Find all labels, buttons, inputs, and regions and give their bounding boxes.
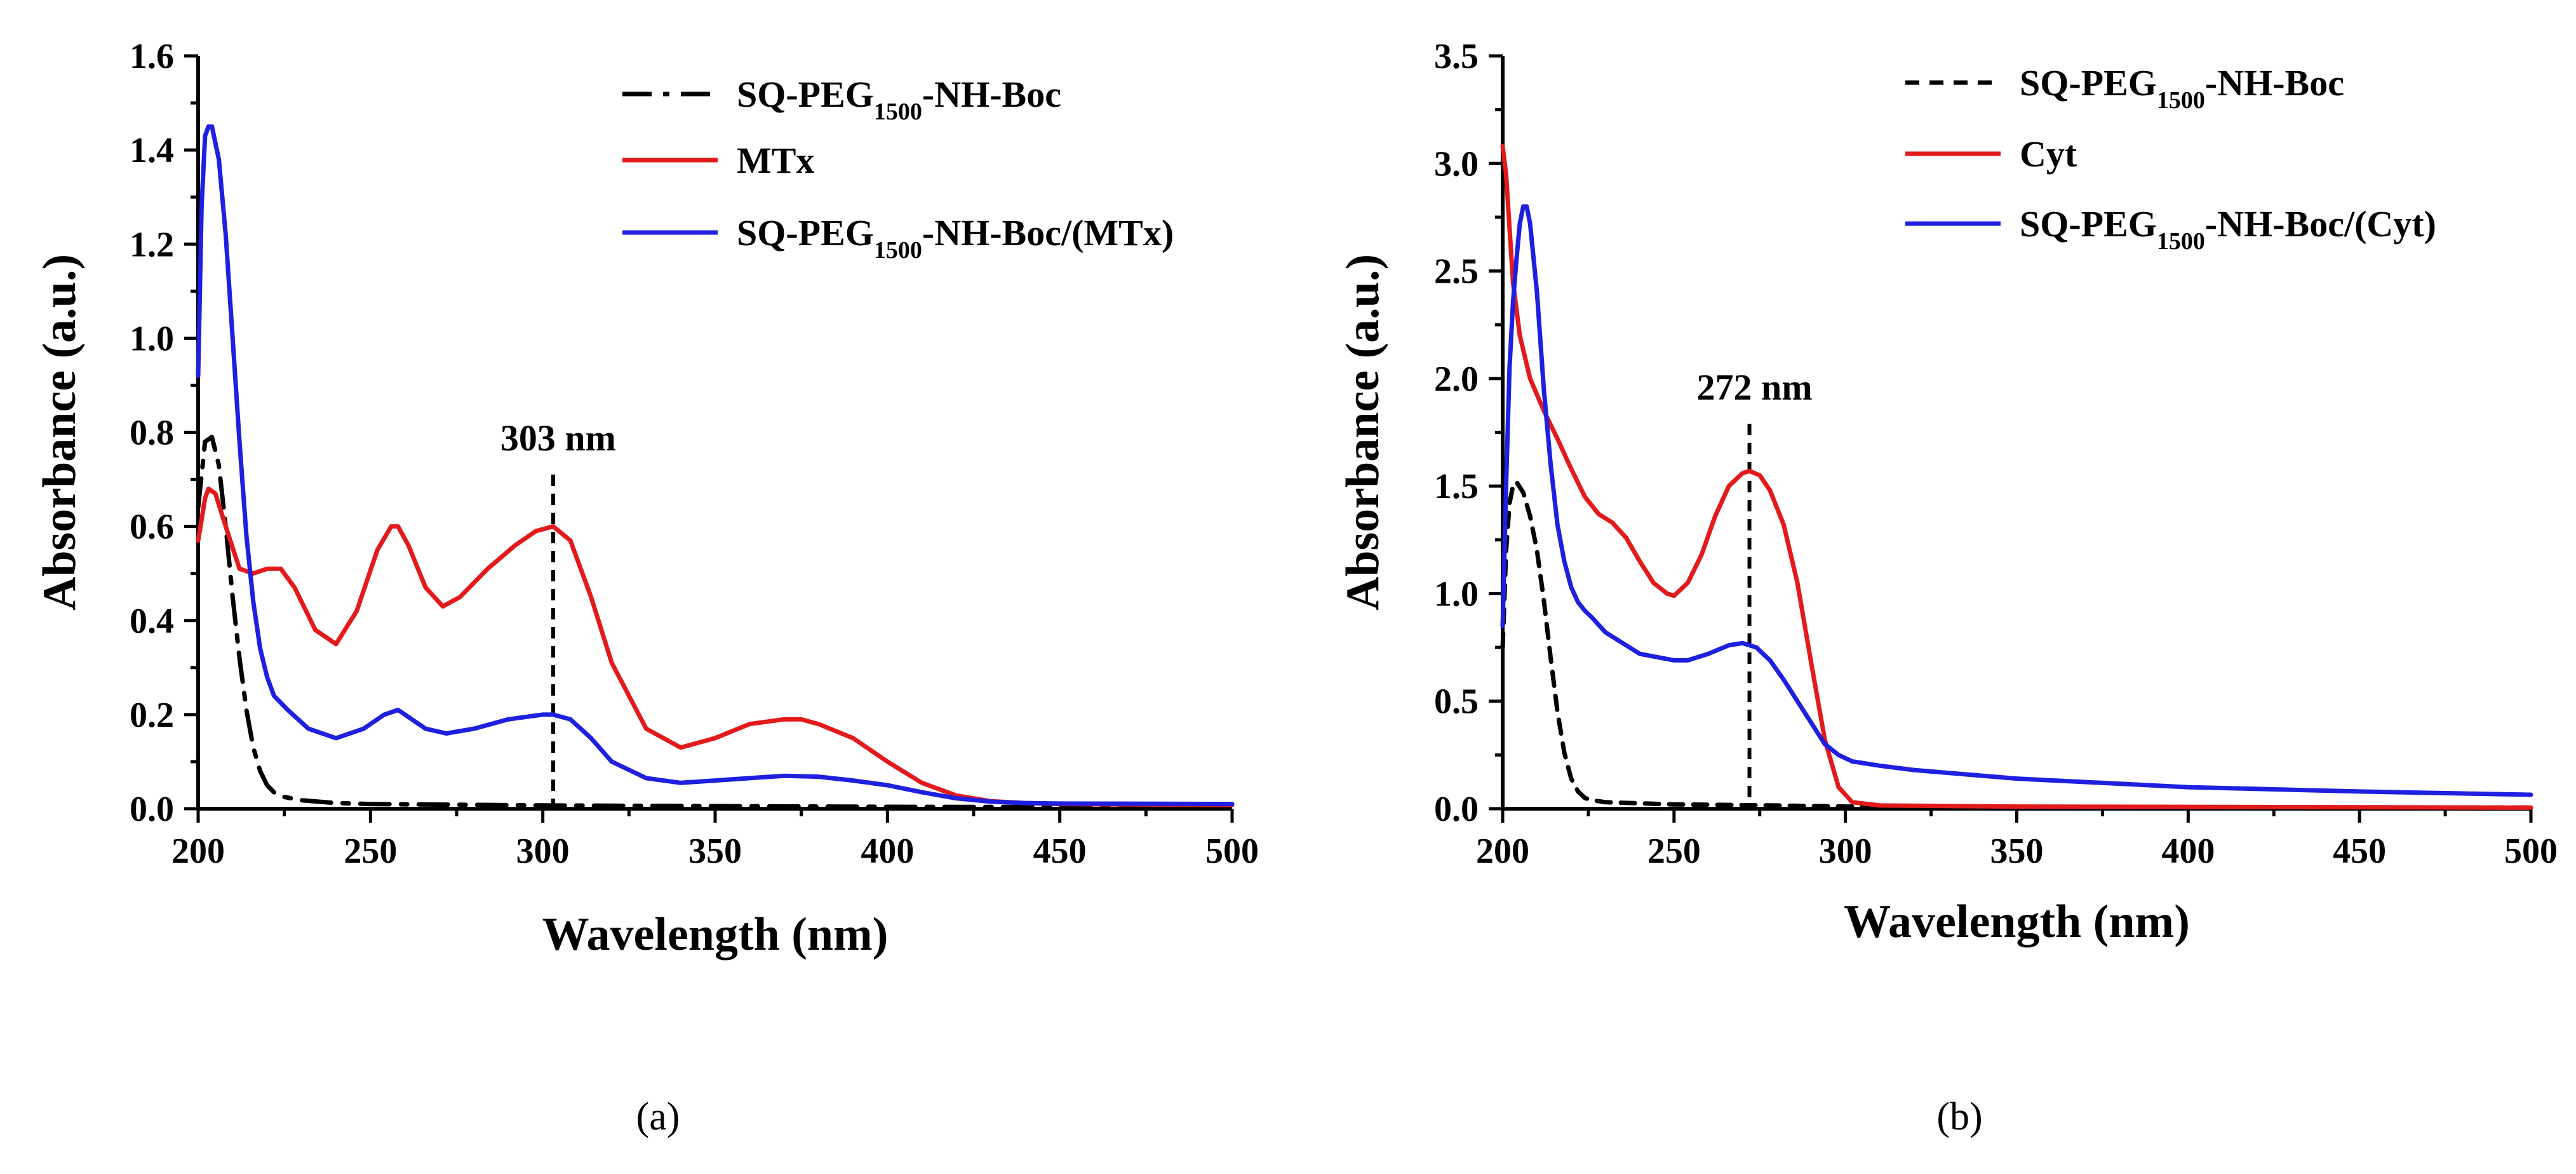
- panel-a-legend-label-0: SQ-PEG1500-NH-Boc: [737, 74, 1061, 125]
- panel-b-axes: 200 250 300 350 400 450 500 0.0 0.5 1.0 1.5 2.0 2.5 3…: [1434, 37, 2558, 871]
- panel-a-x-tick-label: 250: [344, 832, 397, 871]
- panel-b-series-1-line: [1500, 144, 2533, 810]
- panel-b-y-tick-label: 0.0: [1434, 790, 1479, 829]
- panel-a-legend: SQ-PEG1500-NH-BocMTxSQ-PEG1500-NH-Boc/(M…: [622, 74, 1174, 264]
- panel-a-legend-label-2: SQ-PEG1500-NH-Boc/(MTx): [737, 212, 1174, 264]
- panel-b-series-2-line: [1500, 204, 2533, 797]
- panel-b-x-tick-label: 300: [1819, 832, 1872, 871]
- panel-b-legend-label-subscript: 1500: [2157, 87, 2205, 114]
- panel-a-x-tick-label: 350: [688, 832, 742, 871]
- panel-b-y-axis-title: Absorbance (a.u.): [1337, 254, 1389, 611]
- panel-b-annotation-layer: 272 nm: [1697, 367, 1813, 809]
- panel-a-series-0-line: [196, 435, 1235, 810]
- panel-a-y-tick-label: 0.8: [130, 414, 174, 453]
- panel-b-y-tick-label: 3.0: [1434, 144, 1479, 184]
- panel-b-y-tick-label: 2.0: [1434, 360, 1479, 399]
- panel-b-x-tick-label: 250: [1647, 832, 1701, 871]
- panel-a: 200 250 300 350 400 450 500 0.0 0.2 0.4 0.6 0.8 1.0 1…: [34, 37, 1259, 1138]
- panel-b-legend-label-main: SQ-PEG: [2020, 203, 2157, 245]
- panel-a-x-tick-label: 300: [516, 832, 570, 871]
- panel-b-y-tick-label: 3.5: [1434, 37, 1479, 76]
- panel-b-x-tick-label: 500: [2504, 832, 2558, 871]
- panel-b-x-tick-label: 200: [1476, 832, 1529, 871]
- panel-b-legend-label-main: Cyt: [2020, 133, 2077, 175]
- panel-a-series-2-line: [196, 124, 1235, 807]
- panel-b-series-layer: [1500, 144, 2533, 810]
- panel-b-y-tick-label: 0.5: [1434, 682, 1479, 722]
- panel-b-legend: SQ-PEG1500-NH-BocCytSQ-PEG1500-NH-Boc/(C…: [1905, 62, 2436, 255]
- panel-b-legend-label-0: SQ-PEG1500-NH-Boc: [2020, 62, 2344, 114]
- panel-a-x-tick-label: 500: [1205, 832, 1259, 871]
- panel-a-y-tick-label: 1.6: [130, 37, 174, 76]
- panel-a-y-axis-title: Absorbance (a.u.): [34, 254, 86, 611]
- panel-a-series-1-line: [196, 486, 1235, 807]
- panel-a-y-tick-label: 1.4: [130, 131, 174, 170]
- panel-a-y-tick-label: 1.2: [130, 225, 174, 264]
- panel-a-legend-label-main: SQ-PEG: [737, 74, 874, 115]
- panel-a-legend-label-subscript: 1500: [874, 237, 922, 264]
- panel-b-x-axis-title: Wavelength (nm): [1844, 896, 2190, 948]
- panel-a-y-tick-label: 0.6: [130, 508, 174, 547]
- panel-a-legend-label-rest: -NH-Boc/(MTx): [922, 212, 1174, 253]
- panel-b-caption: (b): [1936, 1095, 1982, 1138]
- panel-b-legend-label-rest: -NH-Boc/(Cyt): [2205, 203, 2436, 245]
- panel-a-legend-label-rest: -NH-Boc: [922, 74, 1061, 115]
- panel-a-legend-label-main: MTx: [737, 140, 814, 181]
- panel-a-axes: 200 250 300 350 400 450 500 0.0 0.2 0.4 0.6 0.8 1.0 1…: [130, 37, 1259, 871]
- panel-b-series-0-line: [1500, 479, 2533, 810]
- panel-a-x-tick-label: 450: [1033, 832, 1087, 871]
- panel-a-caption: (a): [636, 1095, 680, 1138]
- panel-b-x-tick-label: 350: [1990, 832, 2044, 871]
- panel-a-peak-label: 303 nm: [500, 417, 616, 459]
- panel-a-annotation-layer: 303 nm: [500, 417, 616, 809]
- panel-a-x-tick-label: 200: [171, 832, 225, 871]
- panel-b-y-tick-label: 1.5: [1434, 467, 1479, 506]
- panel-b-x-tick-label: 450: [2333, 832, 2386, 871]
- panel-b-peak-label: 272 nm: [1697, 367, 1813, 408]
- panel-b-legend-label-main: SQ-PEG: [2020, 62, 2157, 104]
- panel-b-legend-label-1: Cyt: [2020, 133, 2077, 175]
- panel-b: 200 250 300 350 400 450 500 0.0 0.5 1.0 1.5 2.0 2.5 3…: [1337, 37, 2558, 1138]
- panel-a-x-tick-label: 400: [861, 832, 914, 871]
- panel-b-legend-label-rest: -NH-Boc: [2205, 62, 2344, 104]
- panel-a-y-tick-label: 0.0: [130, 790, 174, 829]
- panel-a-y-tick-label: 1.0: [130, 319, 174, 358]
- panel-a-y-tick-label: 0.2: [130, 696, 174, 735]
- panel-a-series-layer: [196, 124, 1235, 810]
- panel-b-legend-label-subscript: 1500: [2157, 228, 2205, 255]
- panel-a-legend-label-main: SQ-PEG: [737, 212, 874, 253]
- panel-b-x-tick-label: 400: [2161, 832, 2215, 871]
- panel-a-legend-label-subscript: 1500: [874, 98, 922, 125]
- panel-b-y-tick-label: 2.5: [1434, 252, 1479, 292]
- panel-a-y-tick-label: 0.4: [130, 602, 174, 641]
- panel-a-legend-label-1: MTx: [737, 140, 814, 181]
- panel-a-x-axis-title: Wavelength (nm): [542, 908, 889, 961]
- panel-b-y-tick-label: 1.0: [1434, 574, 1479, 614]
- panel-b-legend-label-2: SQ-PEG1500-NH-Boc/(Cyt): [2020, 203, 2436, 255]
